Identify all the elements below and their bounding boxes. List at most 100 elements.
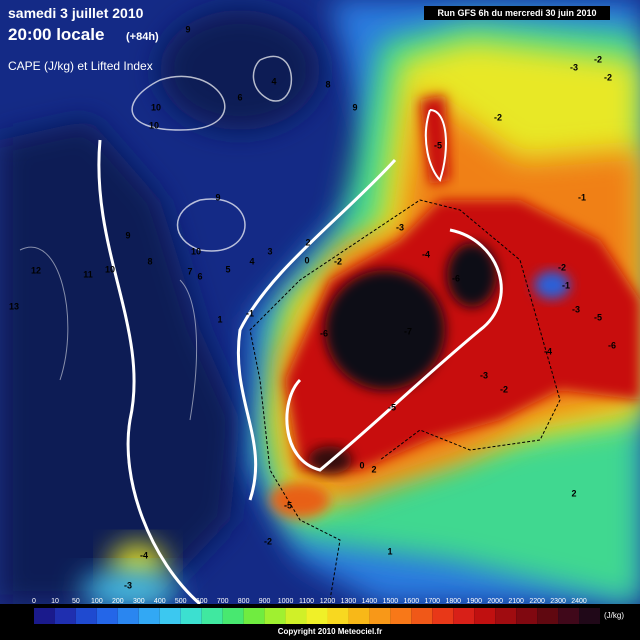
- contour-label: 9: [185, 24, 190, 34]
- time: 20:00 locale: [8, 25, 104, 44]
- contour-label: 10: [105, 264, 115, 274]
- colorbar-label: 500: [175, 598, 187, 605]
- contour-label: -1: [578, 192, 586, 202]
- colorbar-label: 2400: [571, 598, 587, 605]
- contour-label: -3: [570, 62, 578, 72]
- contour-label: -3: [124, 580, 132, 590]
- contour-label: 2: [571, 488, 576, 498]
- contour-label: 10: [151, 102, 161, 112]
- contour-label: 7: [187, 266, 192, 276]
- contour-label: 1: [217, 314, 222, 324]
- colorbar-label: 700: [217, 598, 229, 605]
- contour-label: -5: [594, 312, 602, 322]
- colorbar-cell: [34, 608, 55, 624]
- colorbar-cell: [96, 608, 118, 624]
- colorbar-label: 1300: [341, 598, 357, 605]
- colorbar-label: 200: [112, 598, 124, 605]
- contour-label: 1: [387, 546, 392, 556]
- colorbar-label: 1200: [320, 598, 336, 605]
- colorbar-cell: [201, 608, 223, 624]
- colorbar-label: 1100: [299, 598, 314, 605]
- contour-label: 10: [149, 120, 159, 130]
- contour-label: -2: [604, 72, 612, 82]
- contour-label: 0: [304, 255, 309, 265]
- contour-label: -2: [334, 256, 342, 266]
- colorbar-cell: [117, 608, 139, 624]
- colorbar-label: 900: [259, 598, 271, 605]
- colorbar-cell: [516, 608, 538, 624]
- colorbar-cell: [327, 608, 349, 624]
- unit: (J/kg): [604, 611, 624, 620]
- contour-label: -4: [544, 346, 552, 356]
- contour-label: 6: [197, 271, 202, 281]
- colorbar-cell: [348, 608, 370, 624]
- colorbar-label: 600: [196, 598, 208, 605]
- contour-label: -2: [500, 384, 508, 394]
- contour-label: -2: [558, 262, 566, 272]
- colorbar-cell: [537, 608, 559, 624]
- lead-time: (+84h): [126, 31, 159, 43]
- colorbar-cell: [369, 608, 391, 624]
- colorbar-cell: [138, 608, 160, 624]
- cape-field: [0, 0, 640, 610]
- colorbar-label: 100: [91, 598, 103, 605]
- contour-label: -7: [404, 326, 412, 336]
- colorbar-label: 1000: [278, 598, 294, 605]
- colorbar-label: 10: [51, 598, 59, 605]
- contour-label: 5: [225, 264, 230, 274]
- contour-label: -1: [562, 280, 570, 290]
- colorbar-label: 800: [238, 598, 250, 605]
- colorbar-cell: [495, 608, 517, 624]
- colorbar-cell: [243, 608, 265, 624]
- colorbar-label: 400: [154, 598, 166, 605]
- colorbar-cell: [285, 608, 307, 624]
- colorbar-label: 1600: [404, 598, 420, 605]
- colorbar-label: 1400: [362, 598, 378, 605]
- contour-label: -5: [388, 402, 396, 412]
- contour-label: 8: [325, 79, 330, 89]
- contour-label: 9: [125, 230, 130, 240]
- contour-label: -6: [452, 273, 460, 283]
- contour-label: -1: [246, 308, 254, 318]
- contour-label: 2: [305, 237, 310, 247]
- contour-label: 6: [237, 92, 242, 102]
- colorbar-label: 300: [133, 598, 145, 605]
- contour-label: 13: [9, 301, 19, 311]
- run-info: Run GFS 6h du mercredi 30 juin 2010: [437, 8, 596, 18]
- contour-label: 0: [359, 460, 364, 470]
- contour-label: -2: [594, 54, 602, 64]
- colorbar-cell: [75, 608, 97, 624]
- colorbar-cell: [306, 608, 328, 624]
- contour-label: -4: [422, 249, 430, 259]
- date: samedi 3 juillet 2010: [8, 5, 144, 21]
- colorbar-cell: [180, 608, 202, 624]
- colorbar-cell: [453, 608, 475, 624]
- colorbar-label: 1700: [425, 598, 441, 605]
- colorbar-label: 2000: [487, 598, 503, 605]
- colorbar-label: 1800: [445, 598, 461, 605]
- contour-label: -2: [264, 536, 272, 546]
- contour-label: 10: [191, 246, 201, 256]
- colorbar-label: 1900: [466, 598, 482, 605]
- contour-label: -6: [320, 328, 328, 338]
- contour-label: -3: [572, 304, 580, 314]
- colorbar-cell: [411, 608, 433, 624]
- contour-label: 3: [267, 246, 272, 256]
- colorbar-cell: [54, 608, 76, 624]
- contour-label: -5: [284, 500, 292, 510]
- copyright: Copyright 2010 Meteociel.fr: [278, 627, 382, 636]
- contour-label: 8: [147, 256, 152, 266]
- colorbar-label: 2300: [550, 598, 566, 605]
- colorbar-label: 1500: [383, 598, 399, 605]
- colorbar-cell: [159, 608, 181, 624]
- run-box: [424, 6, 610, 20]
- contour-label: -4: [140, 550, 148, 560]
- contour-label: 4: [249, 256, 254, 266]
- contour-label: -6: [608, 340, 616, 350]
- colorbar-label: 50: [72, 598, 80, 605]
- field-name: CAPE (J/kg) et Lifted Index: [8, 59, 153, 73]
- colorbar-label: 2100: [508, 598, 524, 605]
- contour-label: 2: [371, 464, 376, 474]
